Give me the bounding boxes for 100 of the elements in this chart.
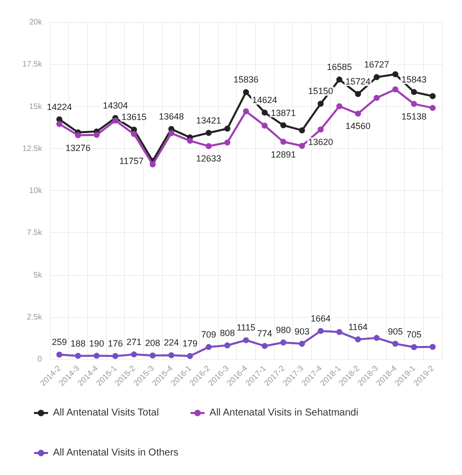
point [224, 126, 230, 132]
data-label: 12633 [196, 154, 222, 164]
point [243, 89, 249, 96]
data-label: 12891 [270, 149, 296, 160]
point [430, 344, 436, 350]
point [187, 138, 193, 144]
data-label: 208 [145, 338, 160, 348]
y-tick-label: 20k [29, 18, 43, 26]
point [355, 336, 361, 342]
point [206, 143, 212, 150]
point [336, 76, 342, 83]
data-label: 16727 [364, 60, 390, 70]
point [224, 342, 230, 348]
data-label: 808 [220, 328, 235, 338]
point [392, 86, 398, 92]
y-tick-label: 5k [34, 270, 43, 280]
point [411, 344, 417, 350]
point [131, 351, 137, 358]
data-label: 271 [126, 336, 142, 347]
point [75, 132, 81, 138]
point [318, 126, 324, 132]
point [206, 344, 212, 350]
data-label: 1164 [348, 322, 368, 332]
data-label: 179 [182, 338, 198, 348]
y-tick-label: 2.5k [26, 312, 43, 322]
point [336, 103, 342, 110]
point [411, 100, 417, 107]
point [131, 131, 137, 138]
point [187, 352, 193, 359]
data-label: 905 [388, 326, 403, 336]
point [318, 328, 324, 334]
point [75, 352, 81, 359]
point [299, 340, 305, 347]
point [243, 108, 249, 114]
data-label: 13620 [308, 137, 334, 148]
point [150, 161, 156, 168]
point [262, 110, 268, 116]
data-label: 15843 [401, 74, 427, 85]
point [374, 74, 380, 80]
data-label: 259 [52, 337, 67, 348]
y-tick-label: 10k [29, 186, 43, 195]
point [299, 127, 305, 134]
data-label: 13276 [65, 142, 91, 153]
point [430, 104, 436, 111]
point [112, 118, 118, 124]
data-label: 11757 [119, 156, 144, 166]
data-label: 13871 [270, 108, 296, 118]
point [411, 89, 417, 96]
point [280, 122, 286, 128]
point [280, 339, 286, 346]
point [262, 122, 268, 129]
y-tick-label: 7.5k [26, 228, 43, 238]
data-label: 15836 [233, 74, 259, 85]
y-tick-label: 17.5k [22, 60, 43, 69]
y-tick-label: 0 [38, 354, 43, 364]
point [374, 94, 380, 101]
data-label: 1664 [310, 313, 331, 324]
point [56, 352, 62, 358]
data-label: 774 [257, 328, 272, 338]
data-label: 190 [89, 338, 104, 348]
point [430, 93, 436, 100]
point [336, 329, 342, 336]
data-label: 903 [294, 326, 310, 336]
point [392, 71, 398, 78]
data-label: 709 [201, 330, 216, 340]
point [262, 342, 268, 349]
point [299, 142, 305, 149]
point [280, 138, 286, 145]
legend-label: All Antenatal Visits Total [53, 408, 159, 418]
data-label: 13648 [158, 112, 184, 122]
y-tick-label: 12.5k [22, 144, 43, 153]
legend-label: All Antenatal Visits in Others [53, 448, 178, 458]
data-label: 14224 [46, 102, 72, 112]
point [392, 340, 398, 347]
data-label: 980 [276, 324, 291, 335]
data-label: 224 [164, 338, 179, 348]
y-tick-label: 15k [29, 102, 43, 111]
point [168, 130, 174, 136]
data-label: 13421 [196, 115, 222, 126]
data-label: 1115 [236, 322, 256, 333]
point [243, 337, 249, 344]
data-label: 16585 [326, 62, 352, 72]
point [206, 130, 212, 136]
data-label: 15724 [345, 76, 371, 87]
data-label: 13615 [121, 112, 147, 122]
data-label: 15150 [308, 86, 334, 96]
point [168, 352, 174, 358]
data-label: 14304 [102, 100, 128, 110]
data-label: 15138 [401, 111, 427, 122]
data-label: 14560 [345, 121, 371, 132]
point [150, 352, 156, 358]
data-label: 188 [70, 338, 86, 348]
point [355, 91, 361, 98]
legend-label: All Antenatal Visits in Sehatmandi [210, 408, 358, 418]
data-label: 14624 [252, 95, 278, 106]
point [56, 120, 62, 127]
data-label: 705 [406, 330, 422, 340]
point [94, 132, 100, 138]
point [224, 139, 230, 146]
data-label: 176 [108, 338, 123, 349]
